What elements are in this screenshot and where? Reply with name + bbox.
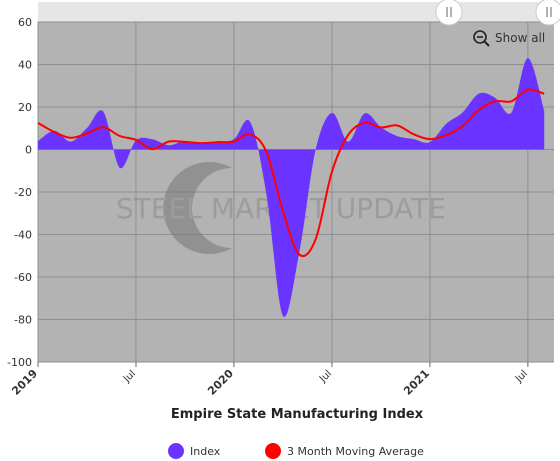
x-tick-label: 2019 [9, 367, 40, 398]
watermark-logo-icon [163, 162, 232, 254]
x-axis: 2019 Jul 2020 Jul 2021 Jul [9, 362, 530, 398]
navigator-bar[interactable] [38, 2, 554, 22]
show-all-label[interactable]: Show all [495, 31, 545, 45]
show-all-button[interactable]: Show all [473, 30, 545, 47]
x-tick-label: Jul [513, 368, 530, 385]
y-tick-label: -60 [14, 271, 32, 284]
gridlines [37, 21, 554, 363]
y-tick-label: -100 [7, 356, 32, 369]
series-index-area[interactable] [38, 58, 545, 317]
grip-lines-icon [446, 7, 452, 17]
navigator-right-handle[interactable] [535, 0, 560, 26]
zoom-out-icon [473, 30, 490, 47]
y-tick-label: 20 [18, 101, 32, 114]
grip-lines-icon [546, 7, 552, 17]
series-moving-average-line[interactable] [38, 88, 545, 258]
y-tick-label: -20 [14, 186, 32, 199]
legend-swatch-moving-average [265, 443, 281, 459]
y-tick-label: 60 [18, 16, 32, 29]
y-tick-label: 0 [25, 144, 32, 157]
series-layer [38, 58, 545, 317]
x-tick-label: Jul [317, 368, 334, 385]
legend-item-moving-average[interactable]: 3 Month Moving Average [265, 443, 424, 459]
y-tick-label: -80 [14, 314, 32, 327]
y-tick-label: -40 [14, 229, 32, 242]
x-tick-label: Jul [121, 368, 138, 385]
chart-title: Empire State Manufacturing Index [171, 407, 424, 422]
legend-label-moving-average: 3 Month Moving Average [287, 445, 424, 458]
y-axis: 60 40 20 0 -20 -40 -60 -80 -100 [7, 16, 32, 369]
legend-swatch-index [168, 443, 184, 459]
x-tick-label: 2020 [205, 367, 236, 398]
legend-label-index: Index [190, 445, 221, 458]
legend: Index 3 Month Moving Average [168, 443, 424, 459]
y-tick-label: 40 [18, 59, 32, 72]
navigator-left-handle[interactable] [435, 0, 463, 26]
x-tick-label: 2021 [401, 367, 432, 398]
legend-item-index[interactable]: Index [168, 443, 221, 459]
